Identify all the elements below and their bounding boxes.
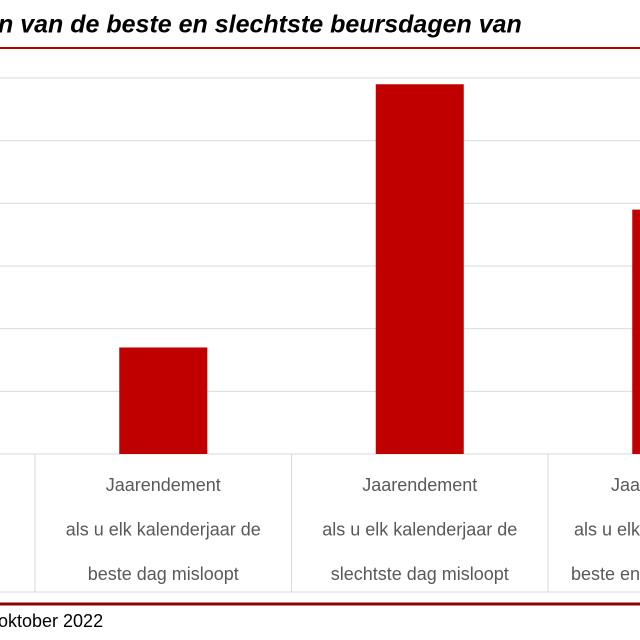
x-tick-label: beste en: [571, 564, 640, 584]
x-tick-label: Jaa: [611, 475, 640, 495]
chart-title: n van de beste en slechtste beursdagen v…: [0, 11, 522, 39]
x-tick-label: Jaarendement: [362, 475, 477, 495]
x-tick-label: als u elk kalenderjaar de: [66, 519, 261, 539]
footnote: oktober 2022: [0, 611, 103, 631]
x-tick-label: Jaarendement: [106, 475, 221, 495]
bar: [119, 347, 208, 454]
x-tick-label: als u elk: [574, 519, 640, 539]
bar: [632, 209, 640, 454]
bar: [375, 84, 464, 455]
x-tick-label: beste dag misloopt: [88, 564, 239, 584]
x-tick-label: als u elk kalenderjaar de: [322, 519, 517, 539]
x-tick-label: slechtste dag misloopt: [331, 564, 509, 584]
